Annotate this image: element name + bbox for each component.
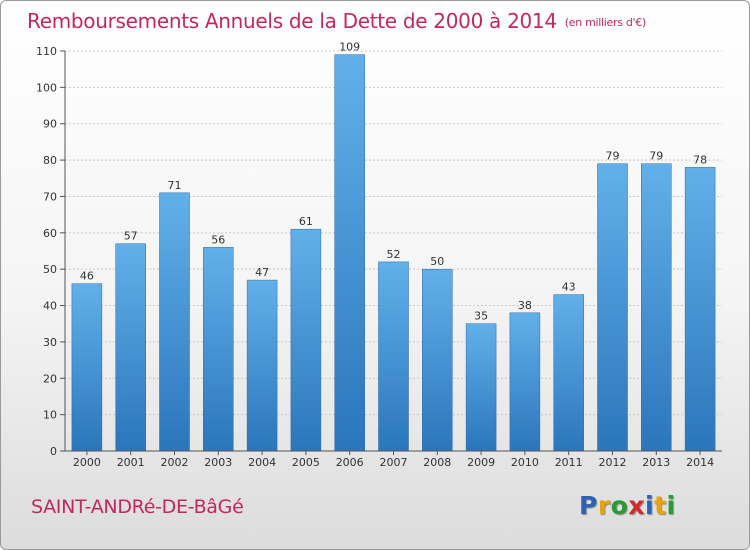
- y-tick-label: 0: [50, 445, 57, 458]
- x-tick-label: 2002: [161, 456, 189, 469]
- x-tick-label: 2004: [248, 456, 276, 469]
- x-tick-label: 2009: [467, 456, 495, 469]
- y-tick-label: 30: [43, 336, 57, 349]
- logo-letter: P: [579, 491, 598, 520]
- x-tick-label: 2014: [686, 456, 714, 469]
- chart-unit: (en milliers d'€): [564, 16, 646, 29]
- commune-name: SAINT-ANDRé-DE-BâGé: [31, 496, 244, 518]
- proxiti-logo: Proxiti: [579, 491, 676, 520]
- x-tick-label: 2003: [204, 456, 232, 469]
- y-tick-label: 60: [43, 227, 57, 240]
- chart-title-text: Remboursements Annuels de la Dette de 20…: [27, 9, 557, 33]
- y-tick-label: 100: [36, 81, 57, 94]
- y-tick-label: 20: [43, 372, 57, 385]
- bar: [465, 323, 497, 452]
- x-tick-label: 2010: [511, 456, 539, 469]
- data-label: 109: [339, 41, 360, 54]
- y-tick-label: 40: [43, 300, 57, 313]
- y-tick-label: 80: [43, 154, 57, 167]
- data-label: 57: [124, 230, 138, 243]
- data-label: 35: [474, 310, 488, 323]
- x-tick-label: 2013: [642, 456, 670, 469]
- data-label: 78: [693, 153, 707, 166]
- bar: [290, 228, 322, 452]
- x-tick-label: 2011: [555, 456, 583, 469]
- data-label: 47: [255, 266, 269, 279]
- data-label: 56: [211, 233, 225, 246]
- bar: [553, 294, 584, 452]
- logo-letter: i: [645, 491, 655, 520]
- data-label: 79: [649, 150, 663, 163]
- data-label: 61: [299, 215, 313, 228]
- bar: [684, 167, 716, 452]
- logo-letter: x: [628, 491, 645, 520]
- bar: [378, 261, 409, 452]
- bar: [246, 279, 278, 452]
- logo-letter: i: [666, 491, 676, 520]
- bar: [159, 192, 190, 452]
- y-tick-label: 50: [43, 263, 57, 276]
- y-tick-label: 90: [43, 118, 57, 131]
- chart-title: Remboursements Annuels de la Dette de 20…: [27, 9, 646, 33]
- data-label: 79: [606, 150, 620, 163]
- x-tick-label: 2012: [599, 456, 627, 469]
- logo-letter: t: [654, 491, 667, 520]
- y-tick-label: 110: [36, 45, 57, 58]
- bar: [509, 312, 541, 452]
- bar: [71, 283, 103, 452]
- bar: [115, 243, 146, 452]
- bar: [203, 247, 234, 452]
- data-label: 50: [430, 255, 444, 268]
- data-label: 43: [562, 281, 576, 294]
- x-tick-label: 2001: [117, 456, 145, 469]
- data-label: 38: [518, 299, 532, 312]
- data-label: 71: [168, 179, 182, 192]
- x-tick-label: 2005: [292, 456, 320, 469]
- bar: [422, 268, 453, 452]
- x-tick-label: 2006: [336, 456, 364, 469]
- bar: [334, 54, 365, 452]
- x-tick-label: 2007: [380, 456, 408, 469]
- data-label: 52: [387, 248, 401, 261]
- y-tick-label: 10: [43, 409, 57, 422]
- bar: [641, 163, 672, 452]
- x-tick-label: 2000: [73, 456, 101, 469]
- bar: [597, 163, 628, 452]
- logo-letter: r: [597, 491, 611, 520]
- x-tick-label: 2008: [423, 456, 451, 469]
- y-tick-label: 70: [43, 190, 57, 203]
- logo-letter: o: [610, 491, 629, 520]
- data-label: 46: [80, 270, 94, 283]
